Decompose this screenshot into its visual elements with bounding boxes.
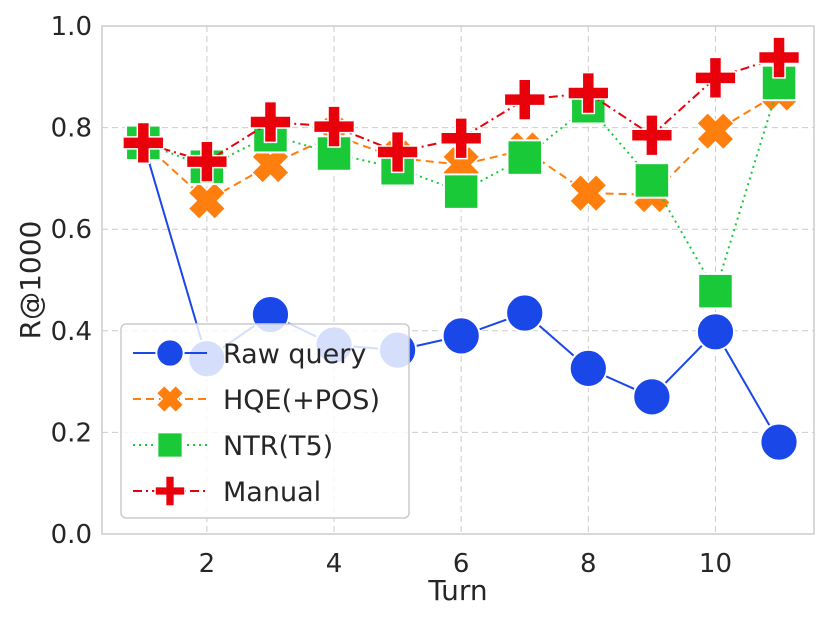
y-tick-label: 0.8 (51, 114, 92, 144)
data-point (187, 181, 227, 221)
legend-label: NTR(T5) (223, 431, 333, 462)
legend-marker (155, 338, 185, 368)
data-point (503, 78, 546, 121)
data-point (568, 173, 608, 213)
data-point (122, 121, 165, 164)
data-point (376, 130, 419, 174)
data-point (757, 36, 801, 79)
data-point (632, 377, 672, 417)
x-tick-label: 4 (326, 549, 343, 579)
legend: Raw query HQE(+POS) NTR(T5) Manual (120, 323, 410, 519)
data-point (312, 105, 356, 148)
y-axis-label: R@1000 (14, 221, 47, 340)
x-tick-label: 2 (199, 549, 216, 579)
data-point (630, 114, 674, 157)
y-tick-label: 0.4 (51, 317, 92, 347)
tick-labels: 2 4 6 8 10 0.0 0.2 0.4 0.6 0.8 1.0 (51, 12, 732, 579)
y-tick-label: 0.0 (51, 520, 92, 550)
data-point (441, 316, 481, 356)
series-manual (122, 36, 801, 183)
data-point (633, 162, 671, 199)
legend-marker (155, 384, 185, 414)
data-point (695, 111, 736, 151)
data-point (759, 422, 799, 462)
data-point (506, 139, 543, 176)
data-point (694, 56, 737, 99)
series-line (143, 56, 780, 163)
legend-label: Manual (223, 477, 321, 508)
x-tick-label: 8 (580, 549, 597, 579)
legend-label: HQE(+POS) (223, 385, 380, 416)
series-line (142, 92, 780, 202)
data-point (249, 100, 292, 144)
legend-marker (154, 475, 186, 507)
x-tick-label: 10 (699, 549, 732, 579)
legend-item: NTR(T5) (133, 431, 333, 462)
x-axis-label: Turn (427, 574, 487, 607)
legend-label: Raw query (223, 339, 366, 370)
data-point (185, 140, 229, 183)
y-tick-label: 0.2 (51, 418, 92, 448)
data-point (440, 117, 483, 160)
legend-marker (156, 431, 184, 459)
data-point (568, 348, 608, 388)
legend-item: HQE(+POS) (133, 384, 380, 416)
legend-item: Raw query (133, 338, 366, 370)
legend-item: Manual (133, 475, 321, 508)
data-point (250, 145, 291, 185)
legend-frame (120, 323, 410, 519)
y-tick-label: 1.0 (51, 12, 92, 42)
data-point (695, 312, 736, 352)
data-point (697, 272, 734, 310)
x-tick-label: 6 (453, 549, 470, 579)
data-point (567, 71, 610, 115)
data-point (442, 173, 480, 210)
data-point (505, 293, 545, 333)
y-tick-label: 0.6 (51, 215, 92, 245)
